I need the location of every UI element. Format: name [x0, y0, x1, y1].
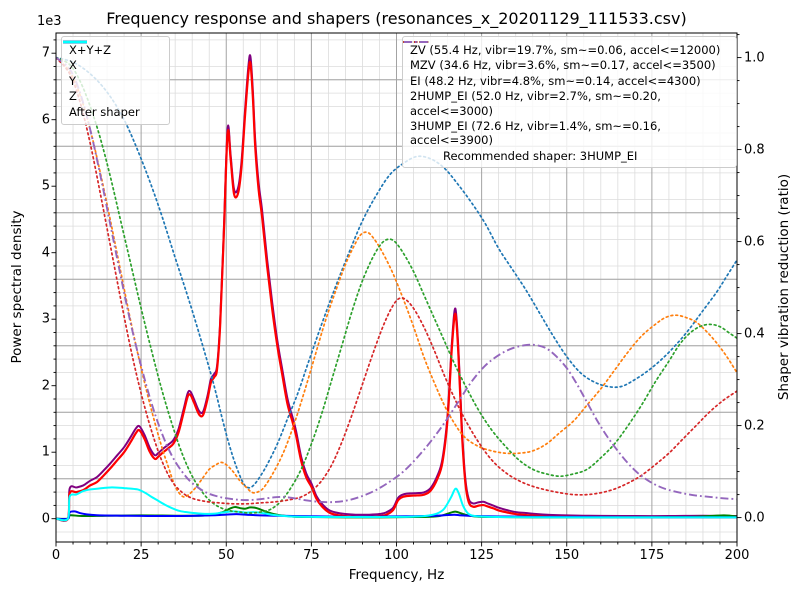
series-ei — [56, 56, 737, 514]
x-tick-label: 100 — [384, 548, 409, 563]
legend-psd-item: Y — [63, 40, 161, 88]
legend-psd-label: After shaper — [69, 104, 140, 119]
y-right-tick-label: 0.2 — [744, 418, 765, 434]
y-left-tick-label: 1 — [41, 444, 50, 460]
x-axis-label: Frequency, Hz — [348, 567, 445, 583]
y-right-tick-label: 1.0 — [744, 50, 765, 66]
y-left-tick-label: 6 — [41, 112, 50, 128]
recommended-shaper-text: Recommended shaper: 3HUMP_EI — [443, 148, 638, 163]
y-right-tick-label: 0.4 — [744, 326, 765, 342]
legend-shaper-item: EI (48.2 Hz, vibr=4.8%, sm~=0.14, accel<… — [403, 41, 728, 88]
legend-shaper-label: 3HUMP_EI (72.6 Hz, vibr=1.4%, sm~=0.16, … — [410, 118, 661, 148]
x-tick-label: 0 — [51, 548, 61, 563]
chart-title: Frequency response and shapers (resonanc… — [106, 9, 687, 28]
x-tick-label: 50 — [217, 548, 235, 563]
y-right-tick-label: 0.6 — [744, 234, 765, 250]
legend-psd-item: After shaper — [63, 40, 161, 119]
y-axis-offset-label: 1e3 — [37, 14, 62, 29]
legend-shaper-item: ZV (55.4 Hz, vibr=19.7%, sm~=0.06, accel… — [403, 41, 728, 57]
y-axis-label-left: Power spectral density — [9, 210, 25, 364]
legend-shaper-label: ZV (55.4 Hz, vibr=19.7%, sm~=0.06, accel… — [410, 43, 721, 57]
legend-line-icon — [63, 40, 87, 44]
x-tick-label: 200 — [724, 548, 750, 563]
legend-psd: X+Y+Z X Y Z After shaper — [61, 36, 170, 125]
legend-psd-label: Z — [69, 89, 77, 104]
legend-line-icon — [404, 41, 428, 43]
series-2hump-ei — [56, 56, 737, 505]
legend-shapers: ZV (55.4 Hz, vibr=19.7%, sm~=0.06, accel… — [402, 36, 737, 168]
x-tick-label: 125 — [469, 548, 495, 563]
y-left-tick-label: 2 — [41, 378, 50, 394]
y-left-tick-label: 5 — [41, 178, 50, 194]
legend-shaper-label: MZV (34.6 Hz, vibr=3.6%, sm~=0.17, accel… — [410, 58, 716, 73]
y-left-tick-label: 0 — [41, 511, 50, 527]
legend-shaper-label: EI (48.2 Hz, vibr=4.8%, sm~=0.14, accel<… — [410, 73, 701, 88]
legend-shaper-item: 2HUMP_EI (52.0 Hz, vibr=2.7%, sm~=0.20, … — [403, 41, 728, 118]
x-tick-label: 150 — [554, 548, 580, 563]
series-x — [56, 60, 737, 522]
series-3hump-ei — [56, 56, 737, 504]
y-axis-label-right: Shaper vibration reduction (ratio) — [776, 173, 792, 401]
legend-psd-label: Y — [69, 73, 77, 88]
y-left-tick-label: 4 — [41, 245, 50, 261]
series-mzv — [56, 56, 737, 498]
legend-shaper-label: 2HUMP_EI (52.0 Hz, vibr=2.7%, sm~=0.20, … — [410, 89, 661, 118]
y-left-tick-label: 7 — [41, 45, 50, 61]
x-tick-label: 75 — [303, 548, 320, 563]
x-tick-label: 175 — [639, 548, 665, 563]
legend-psd-item: X — [63, 40, 161, 73]
legend-psd-label: X — [69, 58, 77, 73]
series-zv — [56, 56, 737, 489]
y-right-tick-label: 0.8 — [744, 142, 765, 158]
y-left-tick-label: 3 — [41, 311, 50, 327]
x-tick-label: 25 — [132, 548, 150, 563]
legend-shaper-item: 3HUMP_EI (72.6 Hz, vibr=1.4%, sm~=0.16, … — [404, 41, 728, 148]
y-right-tick-label: 0.0 — [744, 510, 765, 526]
legend-shaper-item: MZV (34.6 Hz, vibr=3.6%, sm~=0.17, accel… — [403, 41, 728, 73]
legend-psd-label: X+Y+Z — [69, 43, 112, 57]
legend-psd-item: Z — [63, 40, 161, 104]
